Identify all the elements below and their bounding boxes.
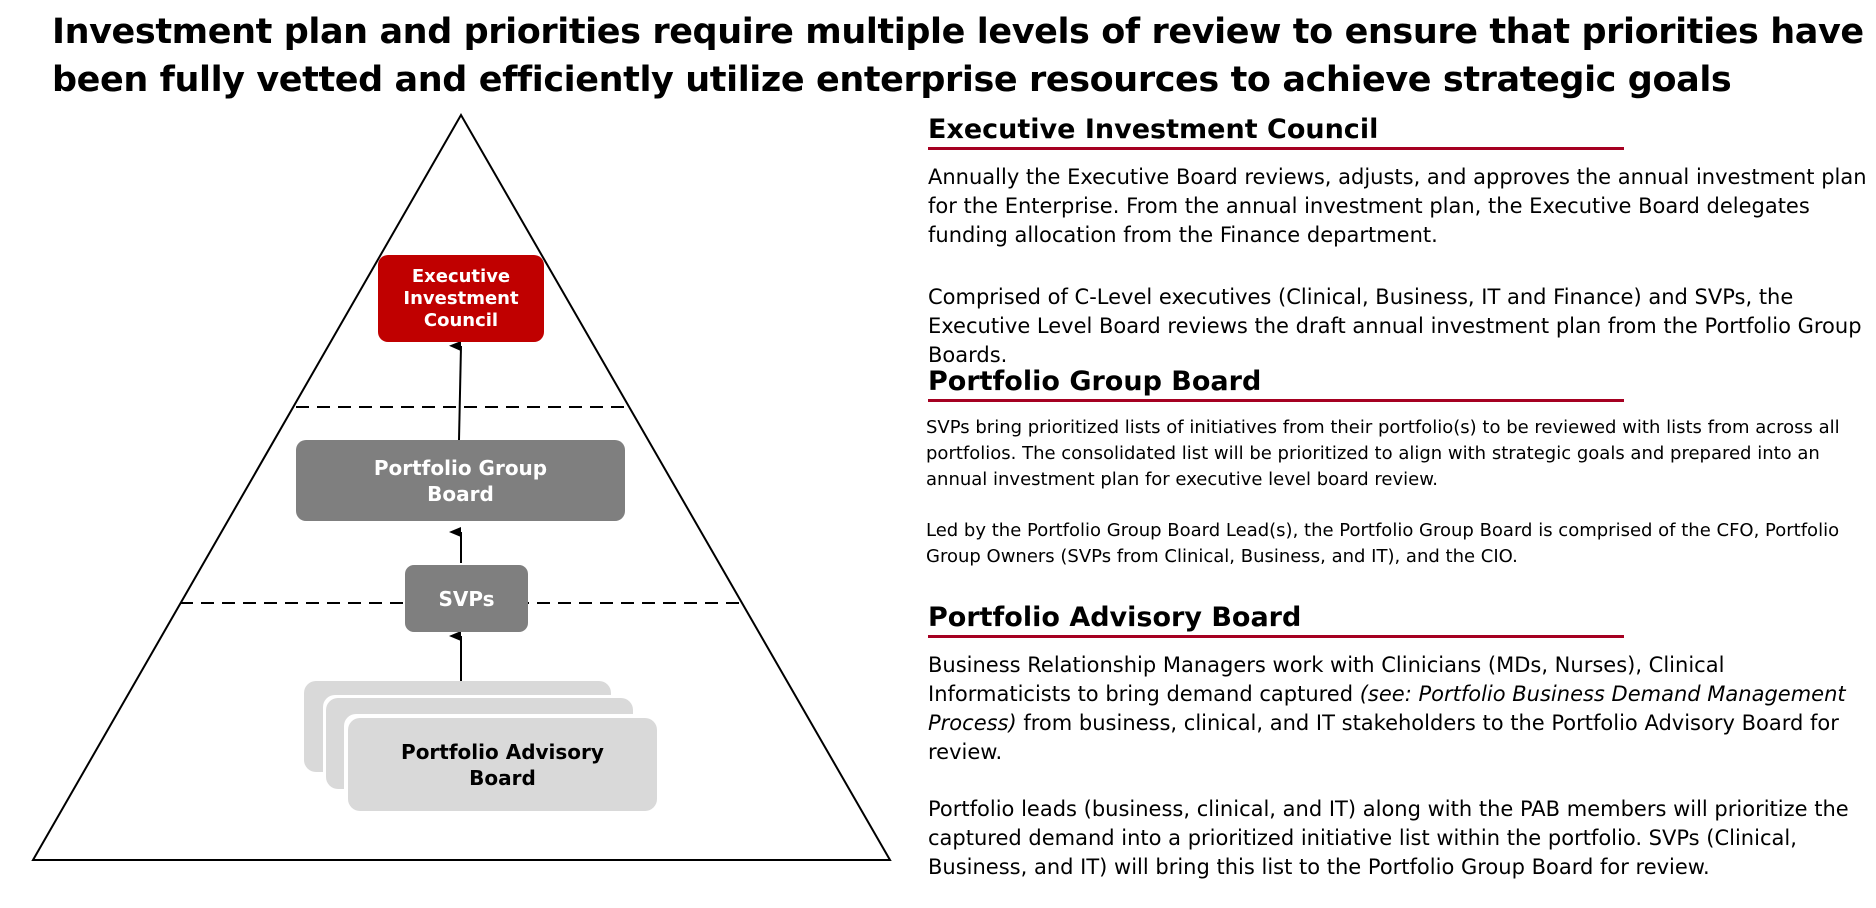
- pab-paragraph-2: Portfolio leads (business, clinical, and…: [928, 797, 1849, 879]
- executive-investment-council-box: Executive Investment Council: [378, 255, 544, 342]
- pab-paragraph-1-text-end: from business, clinical, and IT stakehol…: [928, 711, 1839, 764]
- pgb-paragraph-1: SVPs bring prioritized lists of initiati…: [926, 417, 1840, 490]
- eic-paragraph-2: Comprised of C-Level executives (Clinica…: [928, 285, 1862, 367]
- svps-box: SVPs: [405, 565, 528, 632]
- pab-paragraph-1: Business Relationship Managers work with…: [928, 651, 1868, 767]
- arrow-pgb-to-eic: [449, 341, 462, 441]
- svps-label: SVPs: [438, 586, 495, 611]
- governance-pyramid-diagram: Executive Investment Council Portfolio G…: [0, 0, 900, 908]
- pgb-heading: Portfolio Group Board: [928, 365, 1624, 402]
- eic-paragraph-1: Annually the Executive Board reviews, ad…: [928, 165, 1867, 247]
- pyramid-outline: [31, 112, 892, 861]
- eic-heading: Executive Investment Council: [928, 113, 1624, 150]
- pab-demand-process-reference: (see: Portfolio Business Demand Manageme…: [928, 682, 1846, 735]
- pgb-paragraph-2: Led by the Portfolio Group Board Lead(s)…: [926, 520, 1840, 567]
- pab-heading: Portfolio Advisory Board: [928, 601, 1624, 638]
- executive-investment-council-label: Executive Investment Council: [403, 265, 519, 331]
- pab-paragraph-1-text: Business Relationship Managers work with…: [928, 653, 1725, 706]
- portfolio-advisory-board-box: Portfolio Advisory Board: [348, 718, 657, 811]
- slide-title: Investment plan and priorities require m…: [52, 12, 1864, 100]
- portfolio-group-board-label: Portfolio Group Board: [373, 455, 548, 506]
- portfolio-advisory-board-label: Portfolio Advisory Board: [401, 739, 604, 790]
- portfolio-group-board-box: Portfolio Group Board: [296, 440, 625, 521]
